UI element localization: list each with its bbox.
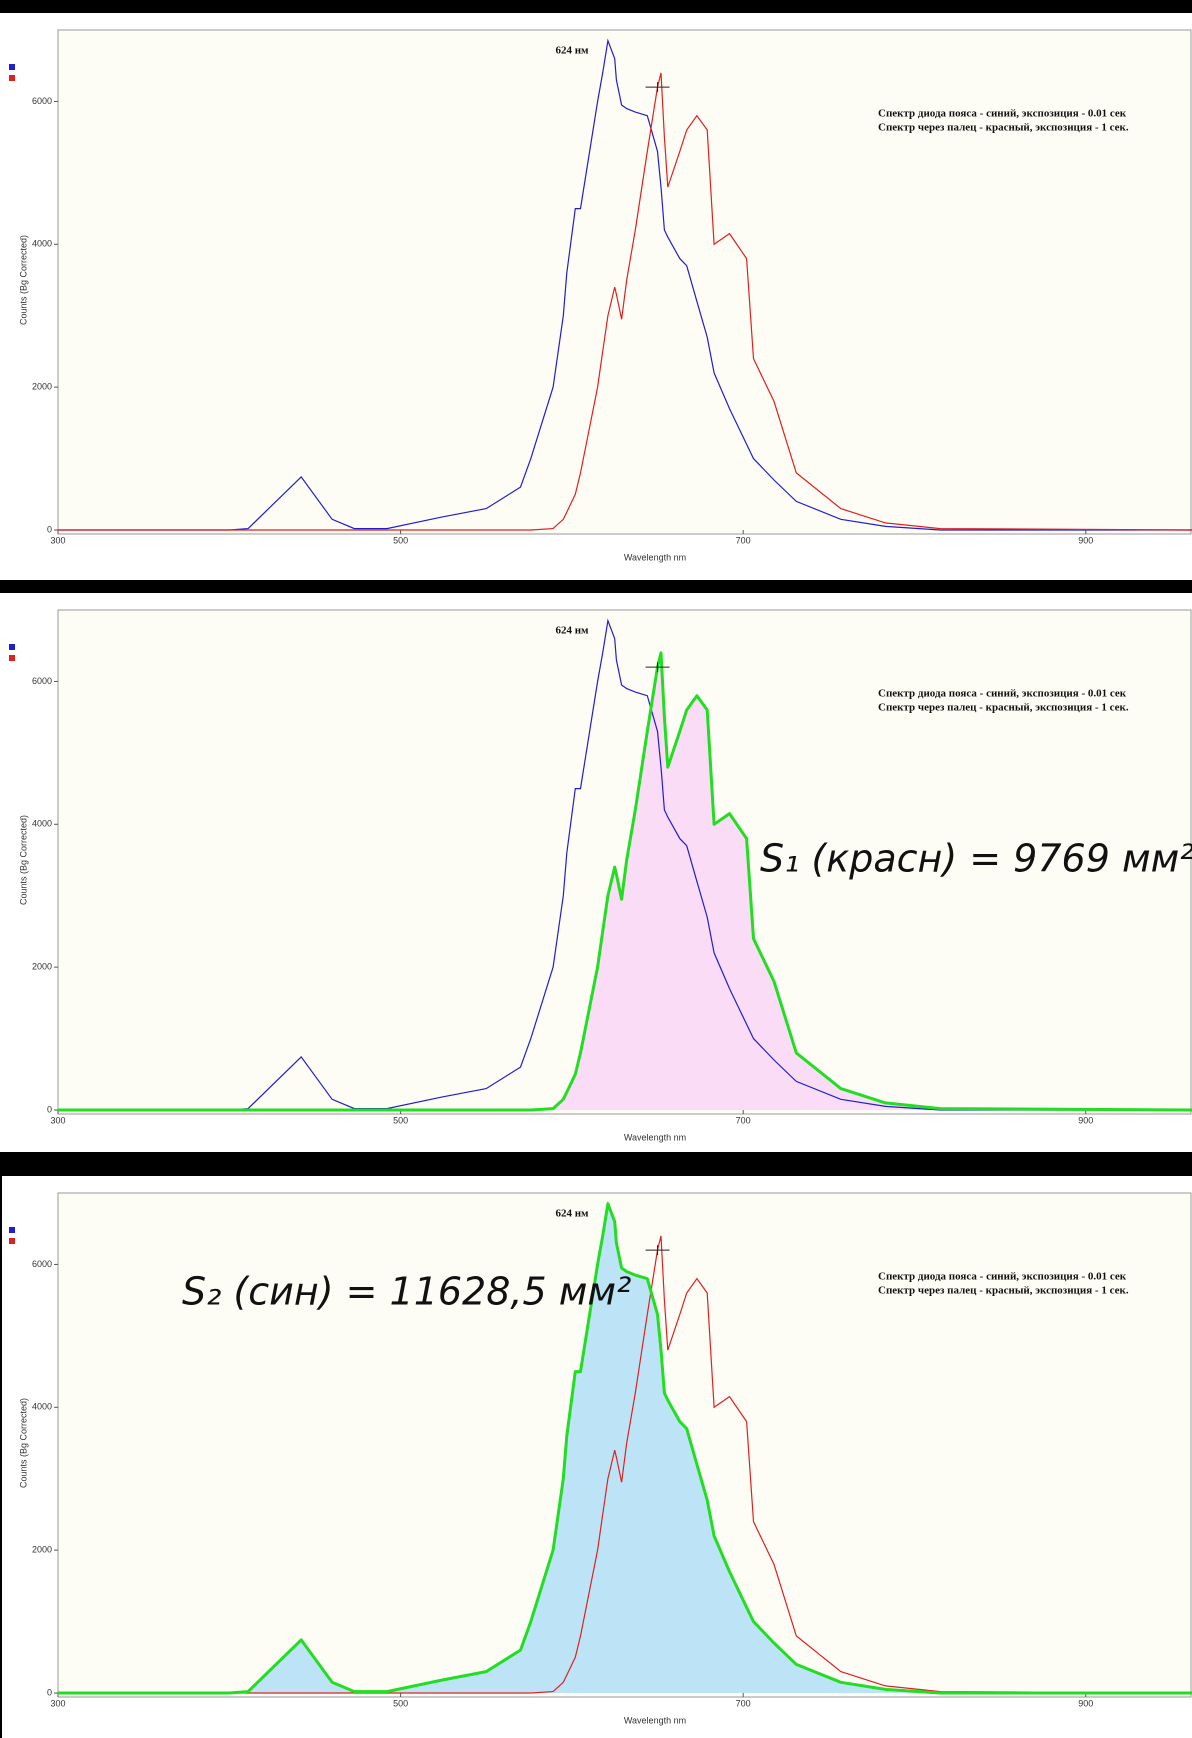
area-label: S₁ (красн) = 9769 мм² (760, 837, 1192, 881)
x-axis-title: Wavelength nm (624, 1715, 686, 1725)
plot-area (57, 29, 1192, 535)
legend-swatch (9, 75, 15, 81)
y-tick-label: 6000 (32, 676, 52, 686)
area-outline (58, 651, 1192, 1112)
y-tick-label: 0 (47, 1104, 52, 1114)
x-axis-title: Wavelength nm (624, 1132, 686, 1142)
y-tick-label: 6000 (32, 1259, 52, 1269)
y-tick-label: 6000 (32, 96, 52, 106)
x-tick-label: 500 (393, 535, 408, 545)
x-tick-label: 300 (50, 535, 65, 545)
series-line (58, 38, 1192, 531)
area-outline (58, 1202, 1192, 1695)
legend-label: Спектр диода пояса - синий, экспозиция -… (878, 1271, 1127, 1283)
y-tick-label: 0 (47, 524, 52, 534)
x-tick-label: 300 (50, 1698, 65, 1708)
area-fill (58, 1203, 1192, 1693)
y-tick-label: 2000 (32, 1545, 52, 1555)
legend-swatch (9, 1227, 15, 1233)
series-line (58, 618, 1192, 1111)
x-tick-label: 500 (393, 1698, 408, 1708)
legend-label: Спектр диода пояса - синий, экспозиция -… (878, 108, 1127, 120)
y-tick-label: 2000 (32, 962, 52, 972)
x-tick-label: 500 (393, 1115, 408, 1125)
y-axis-title: Counts (Bg Corrected) (18, 1398, 28, 1488)
peak-label: 624 нм (555, 625, 589, 637)
y-tick-label: 0 (47, 1687, 52, 1697)
x-tick-label: 700 (736, 1115, 751, 1125)
black-band (0, 0, 1192, 13)
series-line (58, 1235, 1192, 1694)
x-tick-label: 900 (1078, 1698, 1093, 1708)
black-band (0, 1152, 1192, 1176)
y-axis-title: Counts (Bg Corrected) (18, 235, 28, 325)
x-tick-label: 900 (1078, 535, 1093, 545)
y-tick-label: 4000 (32, 819, 52, 829)
legend-label: Спектр диода пояса - синий, экспозиция -… (878, 688, 1127, 700)
x-tick-label: 300 (50, 1115, 65, 1125)
legend-swatch (9, 1238, 15, 1244)
x-tick-label: 700 (736, 535, 751, 545)
y-tick-label: 2000 (32, 382, 52, 392)
peak-label: 624 нм (555, 45, 589, 57)
area-label: S₂ (син) = 11628,5 мм² (182, 1270, 631, 1314)
legend-label: Спектр через палец - красный, экспозиция… (878, 702, 1129, 714)
black-band (0, 580, 1192, 593)
x-tick-label: 700 (736, 1698, 751, 1708)
y-tick-label: 4000 (32, 239, 52, 249)
series-line (58, 72, 1192, 531)
black-border (0, 1176, 2, 1738)
legend-swatch (9, 644, 15, 650)
y-axis-title: Counts (Bg Corrected) (18, 815, 28, 905)
x-axis-title: Wavelength nm (624, 552, 686, 562)
legend-label: Спектр через палец - красный, экспозиция… (878, 122, 1129, 134)
y-tick-label: 4000 (32, 1402, 52, 1412)
legend-swatch (9, 655, 15, 661)
peak-label: 624 нм (555, 1208, 589, 1220)
legend-label: Спектр через палец - красный, экспозиция… (878, 1285, 1129, 1297)
legend-swatch (9, 64, 15, 70)
x-tick-label: 900 (1078, 1115, 1093, 1125)
